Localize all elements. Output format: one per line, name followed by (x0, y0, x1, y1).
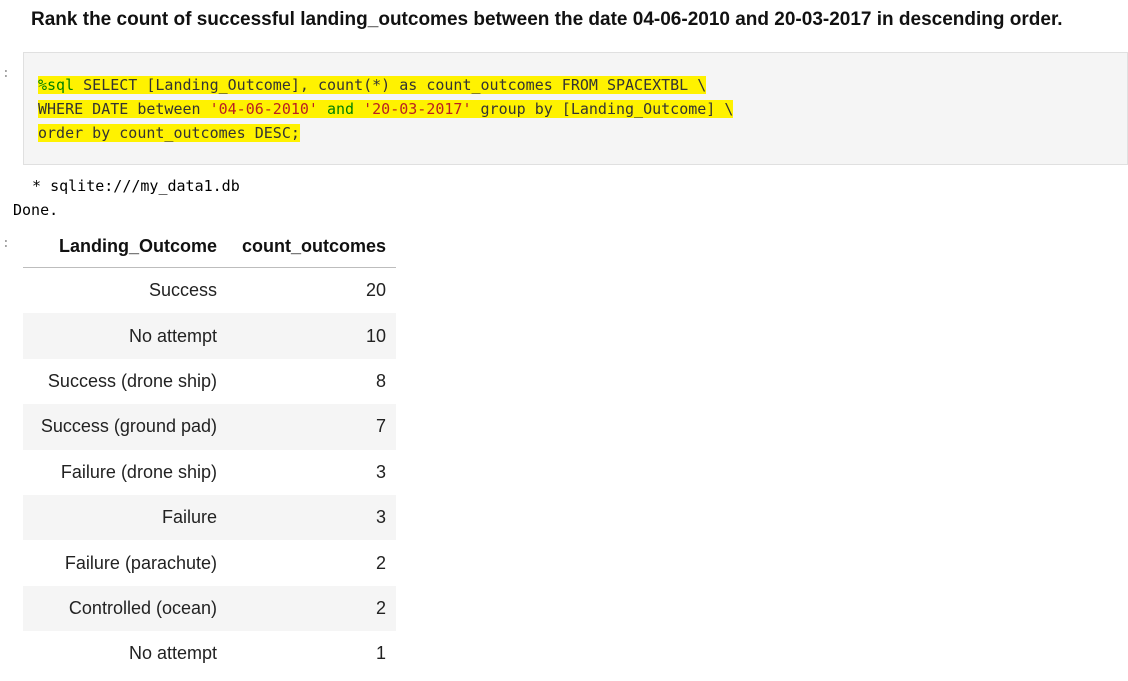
column-header-count-outcomes: count_outcomes (227, 225, 396, 268)
and-keyword: and (317, 100, 364, 118)
output-prompt: : (2, 236, 10, 251)
date-string-end: '20-03-2017' (363, 100, 472, 118)
table-row: No attempt 10 (23, 313, 396, 359)
table-row: Success (ground pad) 7 (23, 404, 396, 450)
cell-count: 3 (375, 461, 386, 482)
table-row: Controlled (ocean) 2 (23, 585, 396, 632)
cell-count: 20 (365, 280, 386, 301)
table-row: Failure (parachute) 2 (23, 540, 396, 585)
code-line-1-text: SELECT [Landing_Outcome], count(*) as co… (74, 76, 707, 94)
code-line-2-b: group by [Landing_Outcome] \ (471, 100, 734, 118)
table-header-row: Landing_Outcome count_outcomes (23, 225, 396, 268)
markdown-heading: Rank the count of successful landing_out… (31, 9, 1063, 30)
cell-landing-outcome: Success (ground pad) (23, 404, 227, 450)
cell-landing-outcome: Success (drone ship) (47, 370, 217, 391)
status-output: Done. (13, 201, 59, 219)
cell-count: 2 (227, 585, 396, 632)
connection-output: * sqlite:///my_data1.db (23, 177, 240, 195)
column-header-landing-outcome: Landing_Outcome (23, 225, 227, 268)
cell-landing-outcome: Failure (drone ship) (60, 461, 217, 482)
sql-magic: %sql (38, 76, 75, 94)
cell-count: 8 (375, 370, 386, 391)
table-row: No attempt 1 (23, 631, 396, 676)
input-prompt: : (2, 66, 10, 81)
code-cell[interactable]: %sql SELECT [Landing_Outcome], count(*) … (23, 52, 1128, 165)
code-line-3: order by count_outcomes DESC; (38, 124, 300, 142)
cell-landing-outcome: Success (148, 280, 217, 301)
table-row: Success (drone ship) 8 (23, 359, 396, 404)
cell-landing-outcome: Failure (parachute) (64, 552, 217, 573)
cell-count: 10 (227, 313, 396, 359)
code-editor[interactable]: %sql SELECT [Landing_Outcome], count(*) … (38, 73, 734, 145)
code-line-2-a: WHERE DATE between (38, 100, 210, 118)
table-row: Failure (drone ship) 3 (23, 450, 396, 495)
cell-landing-outcome: No attempt (23, 313, 227, 359)
cell-landing-outcome: Failure (23, 494, 227, 541)
code-line-1: %sql SELECT [Landing_Outcome], count(*) … (38, 76, 707, 94)
cell-count: 7 (227, 404, 396, 450)
date-string-start: '04-06-2010' (209, 100, 318, 118)
result-table: Landing_Outcome count_outcomes Success 20… (23, 225, 396, 677)
cell-landing-outcome: Controlled (ocean) (23, 585, 227, 632)
cell-count: 3 (227, 494, 396, 541)
cell-count: 2 (375, 552, 386, 573)
table-row: Success 20 (23, 268, 396, 314)
cell-count: 1 (375, 643, 386, 664)
table-row: Failure 3 (23, 494, 396, 541)
code-line-2: WHERE DATE between '04-06-2010' and '20-… (38, 100, 734, 118)
cell-landing-outcome: No attempt (128, 643, 217, 664)
